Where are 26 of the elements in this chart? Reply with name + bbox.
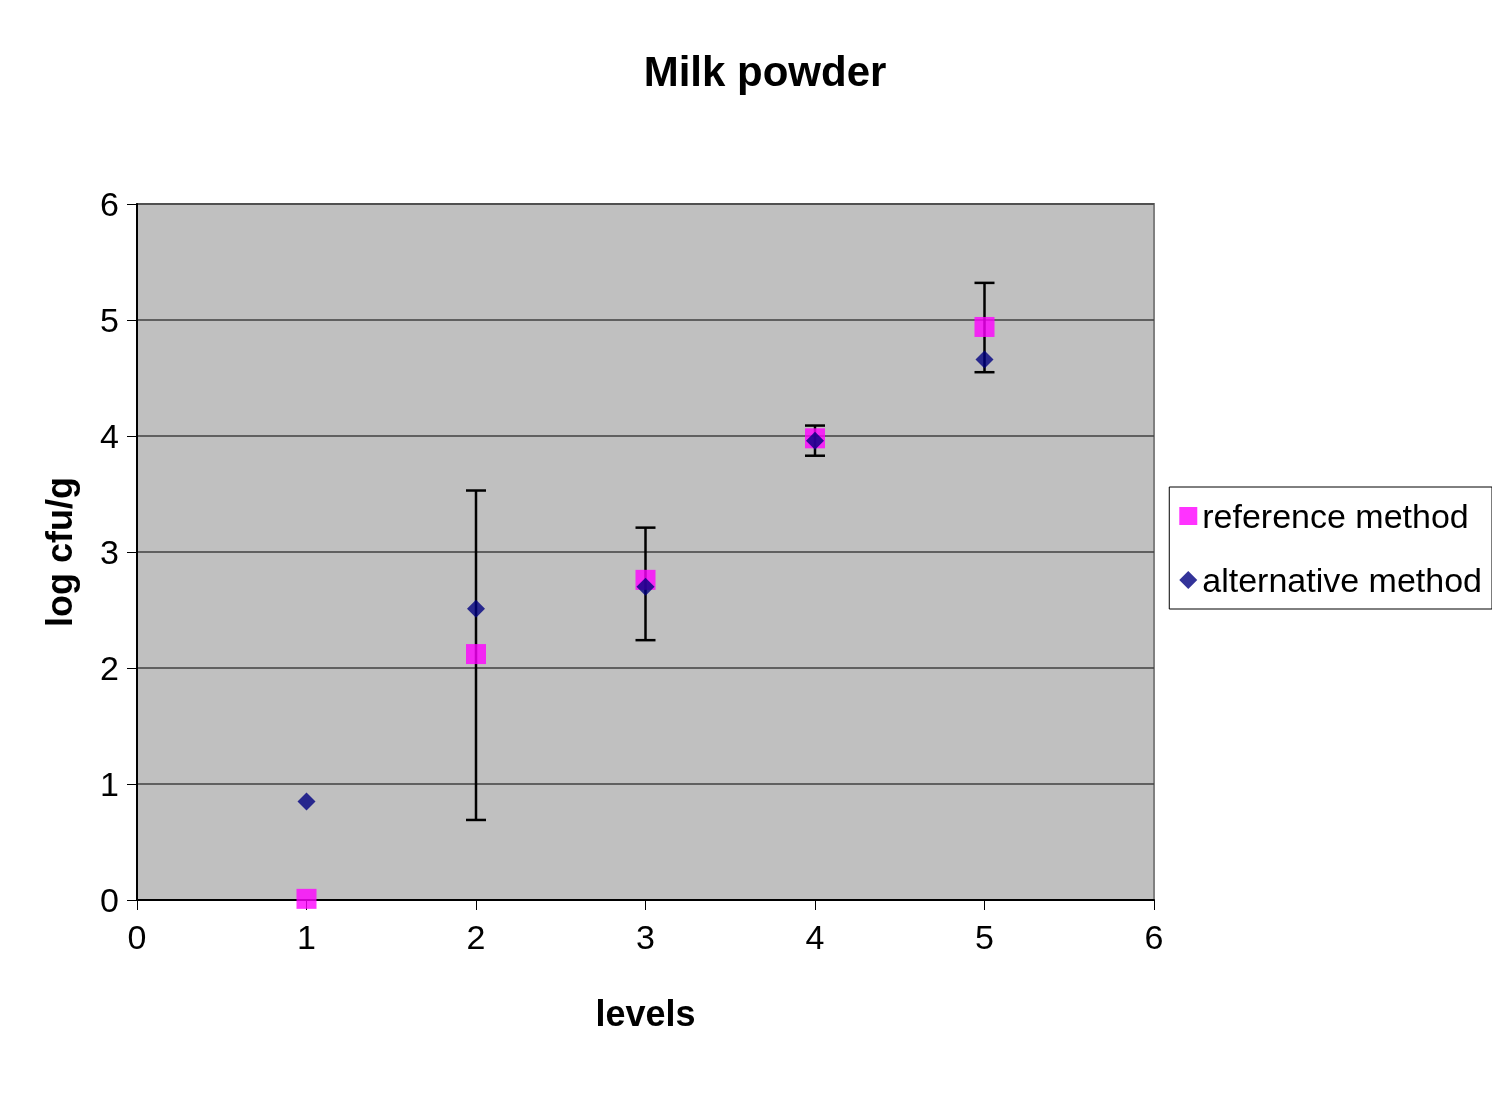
x-tick-label: 0 bbox=[127, 918, 147, 956]
y-tick-label: 4 bbox=[100, 417, 119, 455]
x-axis-title: levels bbox=[595, 992, 696, 1034]
point bbox=[297, 792, 316, 811]
x-tick-label: 5 bbox=[975, 918, 994, 956]
legend-label: reference method bbox=[1202, 497, 1469, 535]
y-tick-label: 3 bbox=[100, 533, 119, 571]
chart-title: Milk powder bbox=[643, 47, 887, 95]
point bbox=[974, 316, 995, 337]
point bbox=[975, 350, 994, 369]
y-tick-label: 0 bbox=[100, 881, 119, 919]
y-tick-label: 2 bbox=[100, 649, 119, 687]
y-tick-label: 5 bbox=[100, 301, 119, 339]
point bbox=[467, 599, 485, 618]
y-axis-title: log cfu/g bbox=[38, 477, 80, 627]
y-tick-label: 6 bbox=[100, 185, 119, 223]
y-tick-label: 1 bbox=[100, 765, 119, 803]
legend-label: alternative method bbox=[1202, 561, 1483, 599]
point bbox=[296, 888, 317, 909]
x-tick-label: 2 bbox=[466, 918, 486, 956]
x-tick-label: 3 bbox=[636, 918, 655, 956]
x-tick-label: 1 bbox=[297, 918, 316, 956]
point bbox=[636, 577, 655, 596]
x-tick-label: 4 bbox=[805, 918, 825, 956]
x-tick-label: 6 bbox=[1144, 918, 1164, 956]
point bbox=[466, 644, 486, 665]
